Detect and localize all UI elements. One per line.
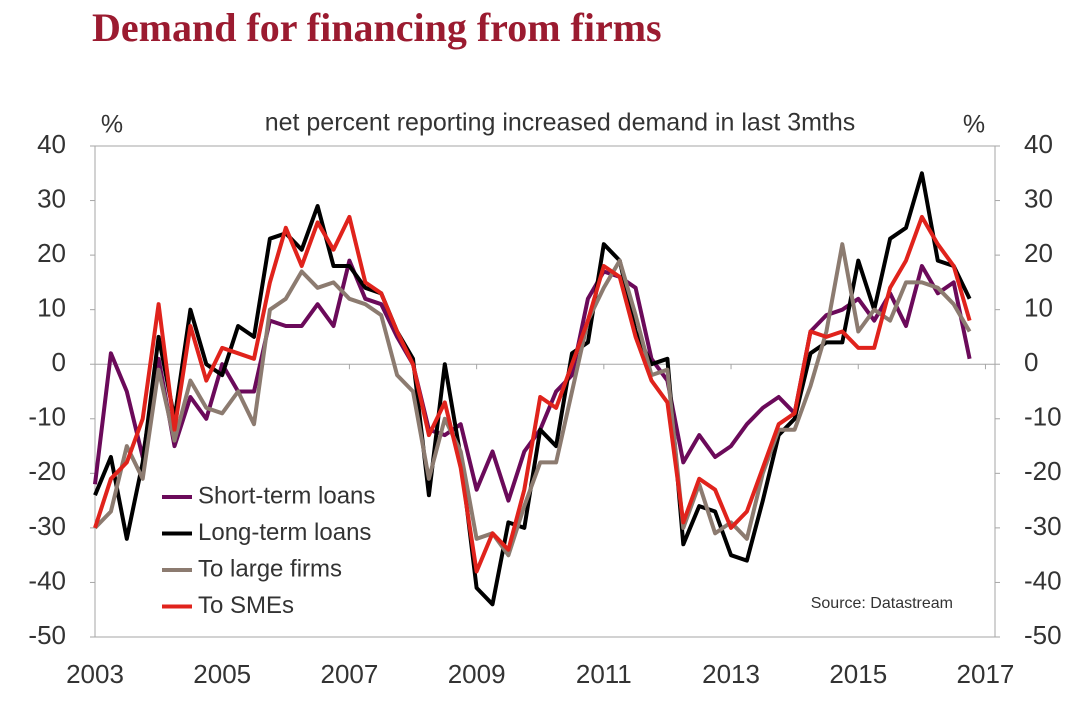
- y-tick-label: 40: [37, 129, 66, 159]
- source-note: Source: Datastream: [811, 595, 953, 612]
- y2-tick-label: -10: [1024, 402, 1062, 432]
- chart-subtitle: net percent reporting increased demand i…: [265, 109, 856, 137]
- y2-tick-label: -20: [1024, 456, 1062, 486]
- plot-frame: [94, 145, 996, 638]
- x-tick-label: 2017: [957, 659, 1015, 689]
- legend-label: To SMEs: [198, 592, 294, 619]
- y2-tick-label: 10: [1024, 293, 1053, 323]
- chart-title: Demand for financing from firms: [92, 5, 662, 50]
- series-line: [93, 214, 972, 574]
- legend-label: To large firms: [198, 555, 342, 582]
- y2-tick-label: 40: [1024, 129, 1053, 159]
- y-tick-label: -10: [28, 402, 66, 432]
- x-tick-label: 2003: [66, 659, 124, 689]
- legend-label: Long-term loans: [198, 519, 371, 546]
- y2-tick-label: -40: [1024, 565, 1062, 595]
- y-tick-label: 20: [37, 238, 66, 268]
- y-tick-label: -40: [28, 565, 66, 595]
- y-tick-label: -50: [28, 620, 66, 650]
- x-tick-label: 2011: [576, 659, 632, 689]
- y2-tick-label: 20: [1024, 238, 1053, 268]
- x-tick-label: 2005: [193, 659, 251, 689]
- x-tick-label: 2013: [702, 659, 760, 689]
- y-axis-unit: %: [101, 111, 123, 139]
- y-tick-label: 10: [37, 293, 66, 323]
- y-tick-label: 0: [52, 347, 66, 377]
- x-tick-label: 2007: [320, 659, 378, 689]
- y2-tick-label: 0: [1024, 347, 1038, 377]
- x-tick-label: 2015: [829, 659, 887, 689]
- x-tick-label: 2009: [448, 659, 506, 689]
- y-tick-label: 30: [37, 183, 66, 213]
- legend-label: Short-term loans: [198, 482, 375, 509]
- y-tick-label: -20: [28, 456, 66, 486]
- series-line: [93, 242, 972, 558]
- y-tick-label: -30: [28, 511, 66, 541]
- y2-tick-label: 30: [1024, 183, 1053, 213]
- y2-tick-label: -30: [1024, 511, 1062, 541]
- y2-tick-label: -50: [1024, 620, 1062, 650]
- series-line: [93, 258, 972, 503]
- y2-axis-unit: %: [963, 111, 985, 139]
